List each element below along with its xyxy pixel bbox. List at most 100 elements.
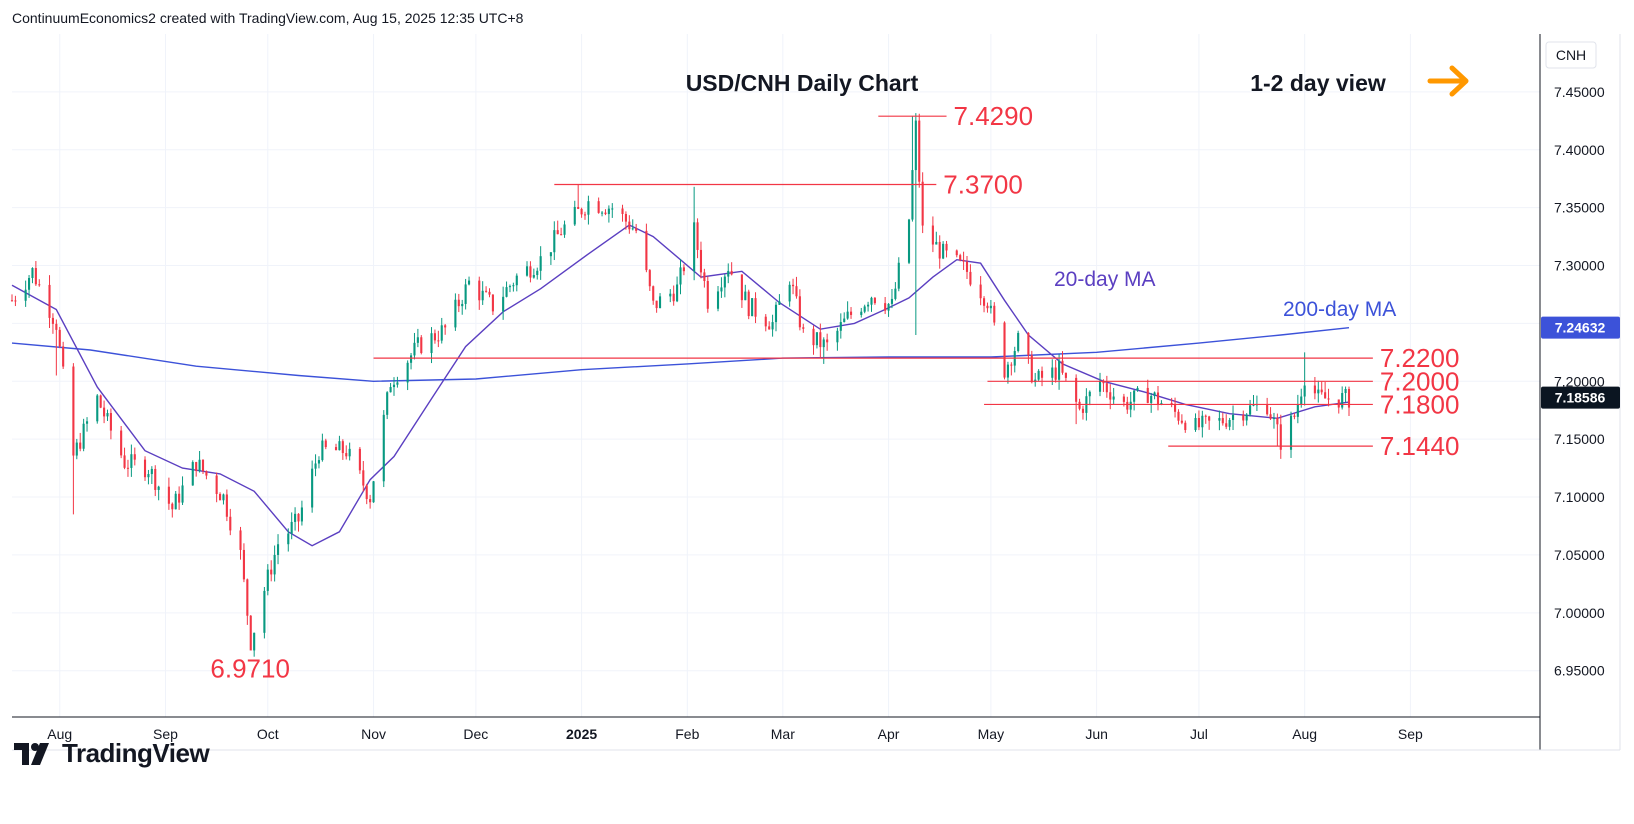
candle-body [123,455,126,468]
candle-body [536,270,539,276]
candle-body [440,325,443,341]
candle-body [525,266,529,276]
candle-body [942,243,945,259]
ma200-price-tag: 7.24632 [1541,316,1620,339]
candle [1109,384,1112,410]
candle-body [867,304,870,307]
candle [38,279,41,287]
candle-body [215,475,218,494]
candle-body [222,494,225,501]
candle-body [416,337,419,343]
candle-body [573,206,576,225]
candle [706,276,709,313]
candle-body [635,228,638,231]
candle-body [369,499,372,503]
candle-body [1017,332,1020,351]
candle [198,450,201,473]
candle-body [1327,398,1330,400]
candle [1204,414,1207,424]
candle-body [989,305,992,309]
candle [600,211,604,217]
candle-body [945,243,948,251]
candle-body [1129,401,1132,410]
candle-body [201,459,205,472]
candle-body [389,387,392,393]
candle [369,494,372,509]
candle [294,507,297,531]
candle-body [1006,364,1009,378]
candle [1221,412,1224,426]
candle-body [348,448,351,457]
candle-body [965,261,969,272]
candle [444,323,447,335]
candle [931,216,934,253]
candle [99,394,102,409]
candle-body [699,249,703,273]
candle-body [502,296,505,312]
candle-body [1061,360,1064,373]
candle [621,204,624,222]
candle-body [454,299,457,328]
y-tick-label: 7.30000 [1554,258,1605,274]
candle-body [103,407,106,417]
candle [938,235,941,269]
candle-body [1341,393,1344,408]
candle-body [287,533,290,545]
candle-body [133,454,136,460]
candle [171,502,174,518]
candle [1173,397,1177,418]
candle-body [682,267,685,272]
candle-body [505,287,508,297]
candle [682,264,685,276]
candle [1112,387,1115,404]
candle-body [372,481,375,503]
tradingview-logo-icon [14,742,49,765]
candle-body [126,467,130,469]
candle-body [334,447,338,451]
tradingview-logo[interactable]: TradingView [14,738,210,769]
candle [491,294,494,316]
grid [12,34,1540,717]
candle [658,293,662,309]
candles [10,113,1351,657]
x-tick-label: Aug [1292,726,1317,742]
candle [290,512,293,540]
candle-body [392,384,396,388]
candle [645,223,648,273]
candle [225,489,228,522]
candle [822,337,825,364]
candle-body [365,485,368,500]
candle [911,116,914,222]
candle [314,454,317,477]
candle [505,281,508,298]
candle-body [358,448,361,471]
candle-body [239,530,242,550]
candle [648,269,651,291]
candle [676,276,679,303]
candle [652,285,655,305]
candle-body [1058,360,1061,380]
candle-body [1269,414,1272,419]
candle [699,241,703,279]
candle-body [669,293,672,297]
candle [986,302,989,313]
candle-body [1146,387,1149,403]
candle [727,263,730,284]
candle [1197,410,1200,431]
candle [867,301,870,312]
candle-body [693,222,696,272]
candle-body [631,228,634,230]
candle-body [1337,399,1340,408]
candle [532,268,535,279]
candle-body [1324,392,1327,399]
candle-body [723,276,726,288]
candle-body [82,423,85,449]
candle [239,526,242,560]
candle [1341,386,1344,410]
candle [1013,346,1016,373]
candle [577,184,580,210]
x-tick-label: Jul [1190,726,1208,742]
candle [143,456,147,481]
candle [846,301,849,320]
candle-body [539,256,542,271]
